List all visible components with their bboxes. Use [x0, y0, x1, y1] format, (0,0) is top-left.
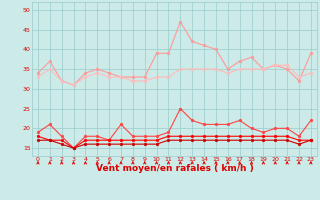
- X-axis label: Vent moyen/en rafales ( km/h ): Vent moyen/en rafales ( km/h ): [96, 164, 253, 173]
